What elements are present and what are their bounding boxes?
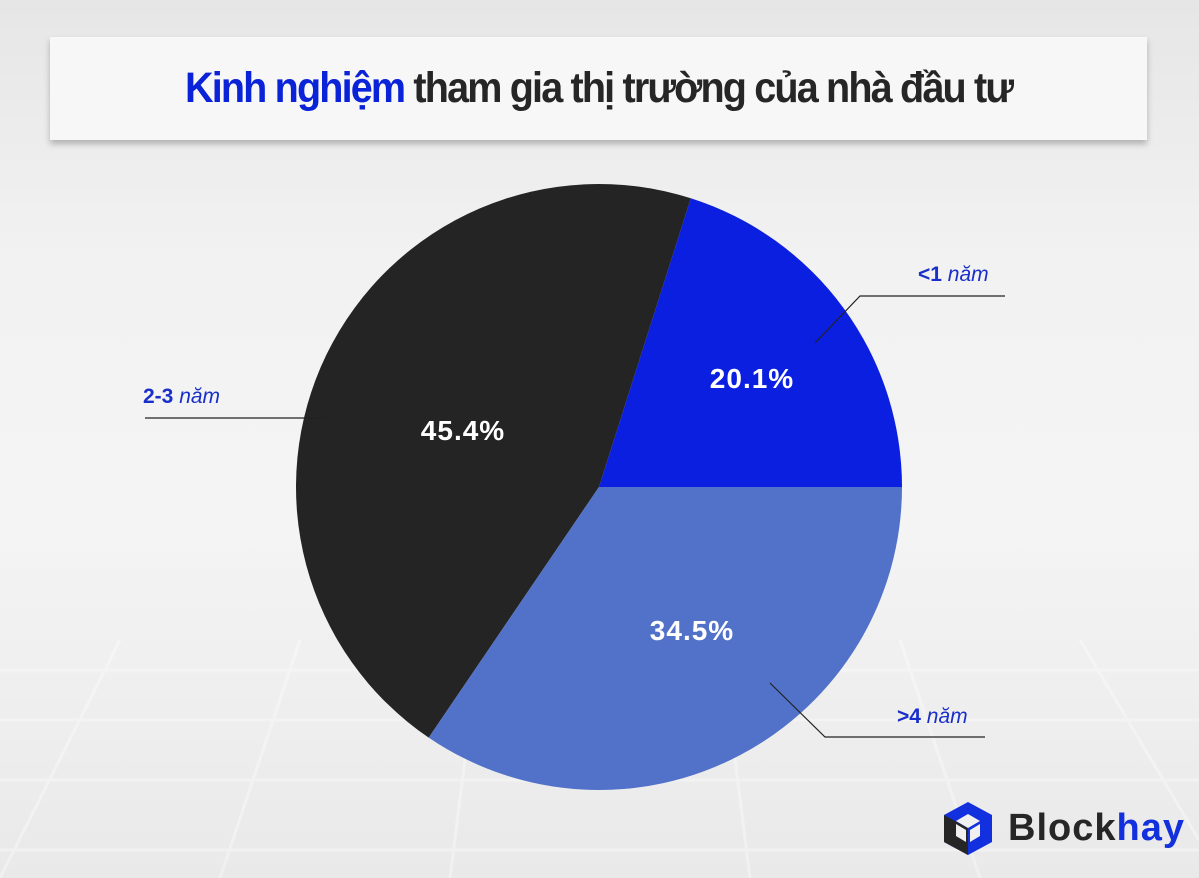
brand-name: Blockhay (1008, 807, 1185, 850)
brand-name-main: Block (1008, 806, 1117, 849)
value-label-2-3: 45.4% (421, 415, 505, 446)
pie-slice-2-3 (295, 183, 691, 738)
cube-logo-icon (944, 802, 992, 855)
title-rest: tham gia thị trường của nhà đầu tư (413, 64, 1014, 112)
title-banner: Kinh nghiệm tham gia thị trường của nhà … (50, 37, 1147, 140)
label-unit: năm (179, 385, 221, 408)
label-unit: năm (947, 263, 989, 286)
leader-line-lt1 (814, 295, 1005, 344)
brand-name-accent: hay (1116, 806, 1185, 849)
legend-label-2-3: 2-3 năm (143, 385, 220, 409)
label-unit: năm (926, 705, 968, 728)
title-highlight: Kinh nghiệm (184, 64, 406, 112)
legend-label-gt4: >4 năm (897, 705, 968, 729)
leader-line-gt4 (769, 682, 985, 738)
label-bold: 2-3 (143, 385, 174, 408)
value-label-lt1: 20.1% (710, 363, 794, 394)
label-bold: <1 (918, 263, 942, 286)
pie-slice-gt4 (428, 487, 902, 790)
value-label-gt4: 34.5% (650, 615, 734, 646)
pie-slice-lt1 (599, 198, 902, 487)
chart-title: Kinh nghiệm tham gia thị trường của nhà … (184, 64, 1014, 113)
legend-label-lt1: <1 năm (918, 263, 989, 287)
brand-logo: Blockhay (940, 800, 1185, 856)
label-bold: >4 (897, 705, 921, 728)
